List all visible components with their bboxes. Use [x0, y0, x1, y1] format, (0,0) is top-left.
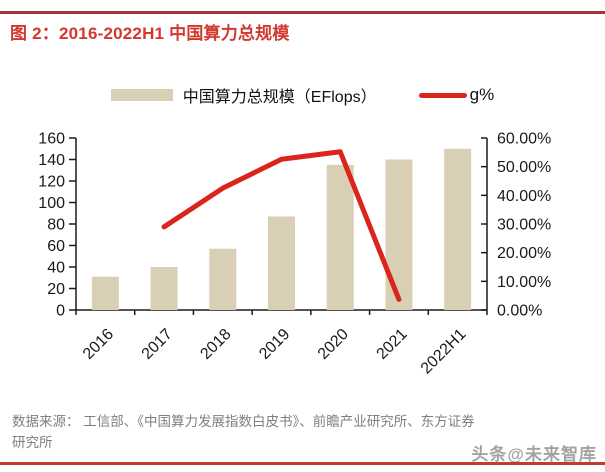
right-axis-tick-label: 10.00% [497, 274, 551, 291]
left-axis-tick-label: 20 [47, 281, 65, 298]
bar-2016 [91, 276, 119, 310]
bar-2020 [326, 164, 354, 310]
right-axis-tick-label: 0.00% [497, 303, 542, 320]
legend-line-swatch [418, 92, 467, 98]
right-axis-tick-label: 30.00% [497, 217, 551, 234]
x-axis-category-label: 2018 [197, 326, 234, 363]
left-axis-tick-label: 60 [47, 238, 65, 255]
right-axis-tick-label: 40.00% [497, 188, 551, 205]
right-axis-tick-label: 60.00% [497, 131, 551, 148]
right-axis-tick-label: 50.00% [497, 159, 551, 176]
figure-title: 图 2：2016-2022H1 中国算力总规模 [10, 24, 290, 43]
left-axis-tick-label: 40 [47, 260, 65, 277]
left-axis-tick-label: 100 [38, 195, 65, 212]
left-axis-tick-label: 120 [38, 174, 65, 191]
x-axis-category-label: 2016 [80, 326, 117, 363]
data-source-line2: 研究所 [12, 435, 53, 450]
left-axis-tick-label: 160 [38, 131, 65, 148]
bar-2018 [209, 248, 237, 310]
bar-2021 [385, 159, 413, 310]
x-axis-category-label: 2017 [139, 326, 176, 363]
bar-2022H1 [444, 148, 472, 310]
bar-2017 [150, 267, 178, 310]
left-axis-tick-label: 140 [38, 152, 65, 169]
data-source-note: 数据来源： 工信部、《中国算力发展指数白皮书》、前瞻产业研究所、东方证券 研究所 [12, 411, 592, 453]
bar-2019 [268, 216, 295, 310]
x-axis-category-label: 2021 [374, 326, 411, 363]
legend-bar-label: 中国算力总规模（EFlops） [182, 89, 377, 106]
growth-line [161, 149, 402, 302]
right-axis-tick-label: 20.00% [497, 245, 551, 262]
left-axis-tick-label: 80 [47, 217, 65, 234]
bottom-divider-rule [0, 462, 605, 465]
x-axis-category-label: 2022H1 [418, 326, 470, 378]
top-divider-rule [0, 11, 605, 14]
watermark-text: 头条@未来智库 [471, 445, 597, 464]
x-axis-category-label: 2020 [315, 326, 352, 363]
data-source-line1: 数据来源： 工信部、《中国算力发展指数白皮书》、前瞻产业研究所、东方证券 [12, 414, 475, 429]
legend-bar-swatch [110, 89, 173, 101]
chart-plot-area: 0 20 40 60 80 100 120 140 160 0.00% 10.00% 20.00% 30… [38, 131, 551, 378]
chart-legend: 中国算力总规模（EFlops） g% [0, 84, 605, 106]
left-axis-tick-label: 0 [56, 303, 65, 320]
legend-line-label: g% [469, 85, 495, 104]
x-axis-category-label: 2019 [256, 326, 293, 363]
